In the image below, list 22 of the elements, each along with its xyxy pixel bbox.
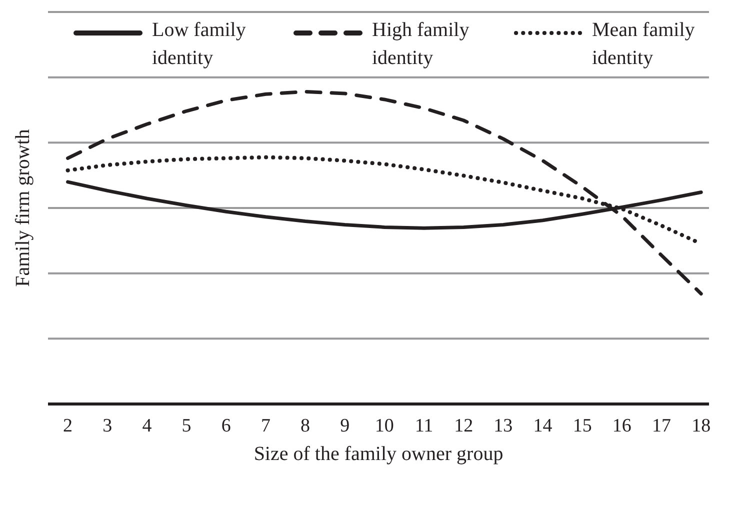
x-tick-label: 5 (182, 415, 192, 436)
legend-label: High family identity (372, 18, 470, 71)
y-axis-title: Family firm growth (12, 129, 34, 287)
x-axis-title: Size of the family owner group (254, 443, 504, 465)
x-tick-label: 14 (533, 415, 553, 436)
x-tick-label: 11 (414, 415, 434, 436)
x-tick-label: 18 (692, 415, 711, 436)
x-tick-label: 6 (221, 415, 231, 436)
x-tick-label: 9 (340, 415, 350, 436)
legend-label: Low family identity (152, 18, 247, 71)
x-tick-label: 12 (454, 415, 474, 436)
x-tick-label: 3 (102, 415, 112, 436)
x-tick-label: 15 (572, 415, 592, 436)
x-tick-label: 7 (260, 415, 270, 436)
x-tick-label: 4 (142, 415, 152, 436)
x-tick-label: 2 (63, 415, 73, 436)
x-tick-label: 8 (300, 415, 310, 436)
x-tick-label: 16 (612, 415, 632, 436)
x-tick-label: 10 (374, 415, 394, 436)
x-tick-label: 13 (494, 415, 513, 436)
legend-label: Mean family identity (592, 18, 696, 71)
x-tick-label: 17 (652, 415, 672, 436)
